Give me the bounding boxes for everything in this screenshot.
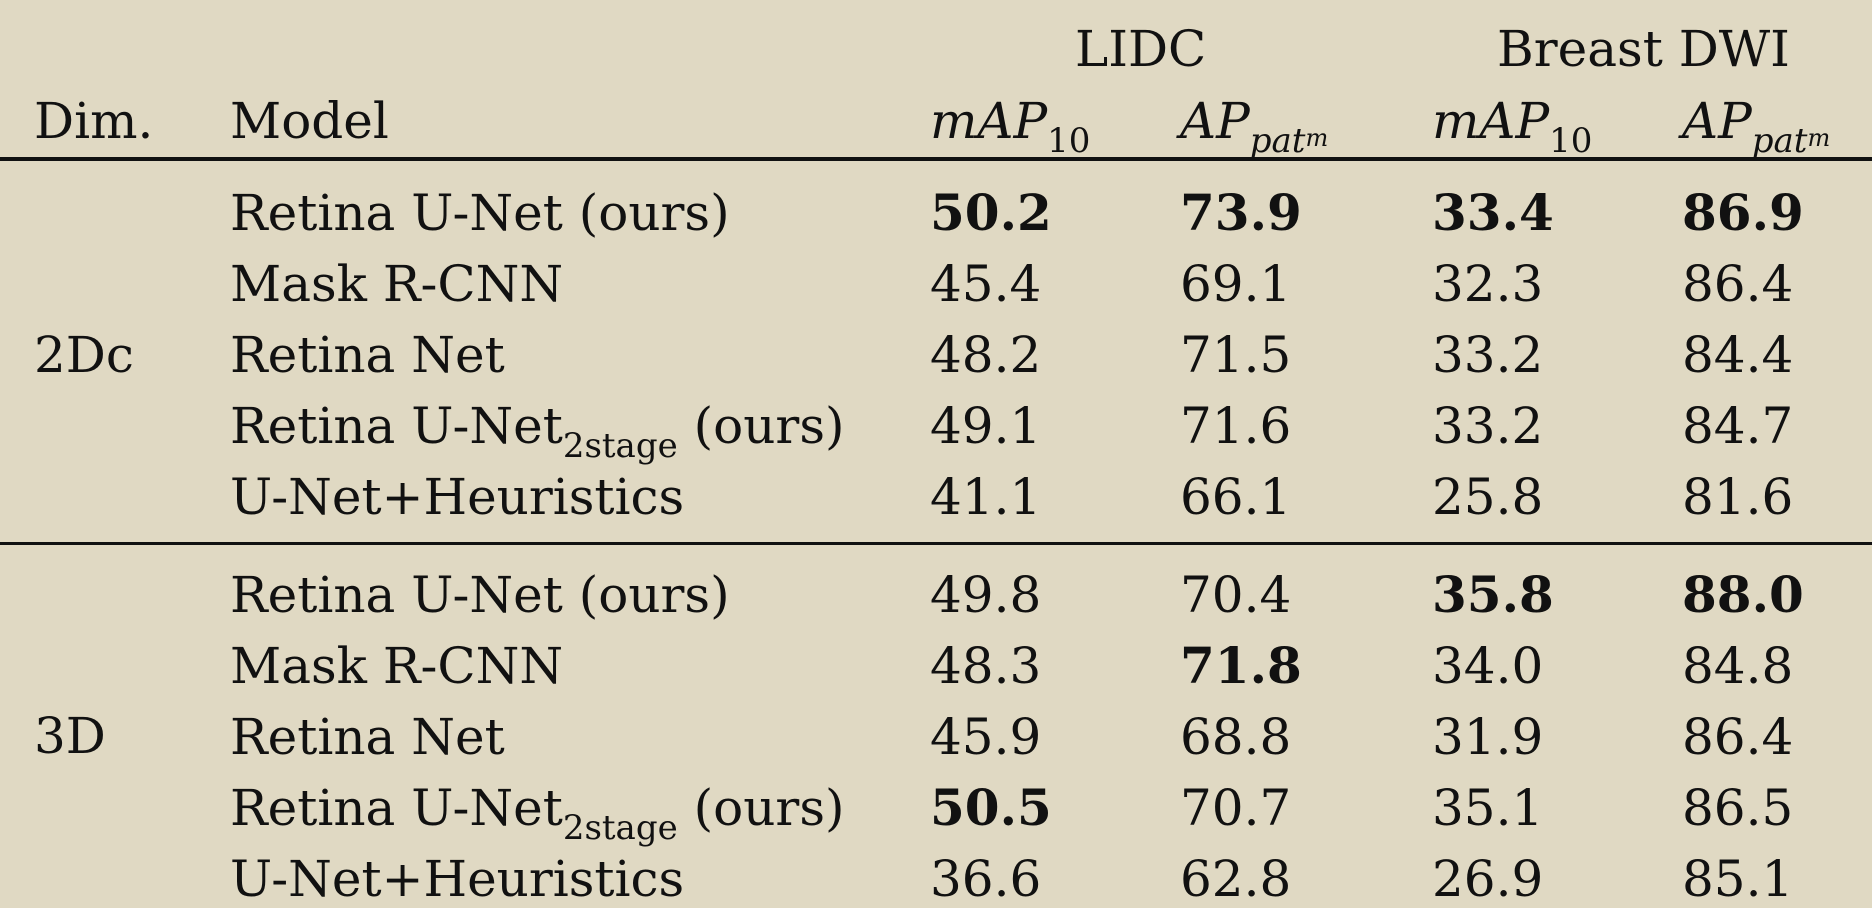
- column-header-lidc-appat: APpatm: [1180, 96, 1328, 158]
- column-header-dwi-map10: mAP10: [1432, 96, 1592, 158]
- model-name: Retina U-Net2stage (ours): [230, 401, 845, 463]
- table-cell: 33.2: [1432, 326, 1544, 384]
- table-cell: 69.1: [1180, 255, 1292, 313]
- metric-base: mAP: [930, 92, 1048, 150]
- table-cell: 71.6: [1180, 397, 1292, 455]
- table-cell: 86.9: [1682, 183, 1804, 242]
- column-header-dwi-appat: APpatm: [1682, 96, 1830, 158]
- table-cell: 84.7: [1682, 397, 1794, 455]
- table-cell: 68.8: [1180, 708, 1292, 766]
- model-name: Retina Net: [230, 712, 505, 762]
- table-cell: 31.9: [1432, 708, 1544, 766]
- table-cell: 45.4: [930, 255, 1042, 313]
- model-name-base: Retina U-Net (ours): [230, 184, 730, 242]
- metric-subscript: pat: [1751, 121, 1808, 161]
- model-name-suffix: (ours): [677, 779, 845, 837]
- metric-subscript: pat: [1249, 121, 1306, 161]
- model-name-base: Mask R-CNN: [230, 637, 564, 695]
- table-cell: 26.9: [1432, 850, 1544, 908]
- table-cell: 73.9: [1180, 183, 1302, 242]
- table-cell: 86.5: [1682, 779, 1794, 837]
- table-cell: 49.1: [930, 397, 1042, 455]
- model-name-subscript: 2stage: [562, 426, 678, 466]
- model-name: U-Net+Heuristics: [230, 854, 684, 904]
- model-name-base: Retina U-Net (ours): [230, 566, 730, 624]
- metric-subsubscript: m: [1807, 124, 1831, 152]
- table-cell: 85.1: [1682, 850, 1794, 908]
- model-name-base: U-Net+Heuristics: [230, 468, 685, 526]
- table-cell: 48.3: [930, 637, 1042, 695]
- table-cell: 34.0: [1432, 637, 1544, 695]
- table-cell: 48.2: [930, 326, 1042, 384]
- section-rule: [0, 542, 1872, 545]
- group-header-lidc: LIDC: [1075, 20, 1207, 78]
- table-cell: 84.8: [1682, 637, 1794, 695]
- table-cell: 41.1: [930, 468, 1042, 526]
- model-name-suffix: (ours): [677, 397, 845, 455]
- model-name-base: Retina U-Net: [230, 779, 563, 837]
- model-name: Mask R-CNN: [230, 641, 563, 691]
- model-name-base: Retina Net: [230, 708, 505, 766]
- column-header-dim: Dim.: [34, 92, 154, 150]
- table-cell: 50.5: [930, 778, 1052, 837]
- dim-label-3d: 3D: [34, 707, 106, 765]
- table-cell: 32.3: [1432, 255, 1544, 313]
- table-cell: 66.1: [1180, 468, 1292, 526]
- metric-subsubscript: m: [1305, 124, 1329, 152]
- table-cell: 36.6: [930, 850, 1042, 908]
- table-cell: 35.1: [1432, 779, 1544, 837]
- model-name: Retina U-Net (ours): [230, 188, 730, 238]
- table-cell: 84.4: [1682, 326, 1794, 384]
- table-cell: 45.9: [930, 708, 1042, 766]
- column-header-lidc-map10: mAP10: [930, 96, 1090, 158]
- table-cell: 86.4: [1682, 255, 1794, 313]
- model-name-base: Mask R-CNN: [230, 255, 564, 313]
- table-cell: 33.4: [1432, 183, 1554, 242]
- model-name-base: U-Net+Heuristics: [230, 850, 685, 908]
- model-name-base: Retina Net: [230, 326, 505, 384]
- table-cell: 50.2: [930, 183, 1052, 242]
- table-cell: 86.4: [1682, 708, 1794, 766]
- header-rule: [0, 157, 1872, 161]
- table-cell: 33.2: [1432, 397, 1544, 455]
- model-name-base: Retina U-Net: [230, 397, 563, 455]
- dim-label-2dc: 2Dc: [34, 326, 134, 384]
- table-cell: 49.8: [930, 566, 1042, 624]
- metric-base: AP: [1682, 92, 1752, 150]
- model-name: Retina U-Net2stage (ours): [230, 783, 845, 845]
- model-name: Retina U-Net (ours): [230, 570, 730, 620]
- table-cell: 62.8: [1180, 850, 1292, 908]
- column-header-model: Model: [230, 92, 389, 150]
- metric-subscript: 10: [1047, 121, 1091, 161]
- table-cell: 88.0: [1682, 565, 1804, 624]
- model-name-subscript: 2stage: [562, 808, 678, 848]
- table-cell: 70.7: [1180, 779, 1292, 837]
- metric-subscript: 10: [1549, 121, 1593, 161]
- metric-base: mAP: [1432, 92, 1550, 150]
- table-cell: 35.8: [1432, 565, 1554, 624]
- model-name: Retina Net: [230, 330, 505, 380]
- metric-base: AP: [1180, 92, 1250, 150]
- table-cell: 81.6: [1682, 468, 1794, 526]
- group-header-breast-dwi: Breast DWI: [1497, 20, 1790, 78]
- table-cell: 25.8: [1432, 468, 1544, 526]
- table-cell: 71.5: [1180, 326, 1292, 384]
- table-cell: 70.4: [1180, 566, 1292, 624]
- model-name: U-Net+Heuristics: [230, 472, 684, 522]
- table-cell: 71.8: [1180, 636, 1302, 695]
- model-name: Mask R-CNN: [230, 259, 563, 309]
